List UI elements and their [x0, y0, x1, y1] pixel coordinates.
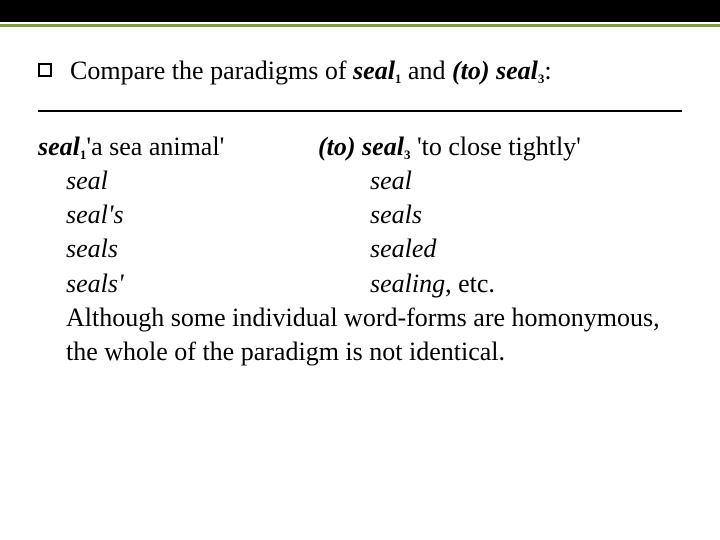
bullet-colon: : [544, 56, 551, 85]
left-word: seal [38, 132, 80, 161]
square-bullet-icon [38, 63, 52, 77]
forms-block: seal seal seal's seals seals sealed seal… [38, 164, 682, 301]
forms-row: seal's seals [66, 198, 682, 232]
bullet-text: Compare the paradigms of seal1 and (to) … [70, 55, 552, 88]
title-bar [0, 0, 720, 22]
forms-row: seals' sealing, etc. [66, 267, 682, 301]
left-form: seal [66, 164, 370, 198]
bullet-item: Compare the paradigms of seal1 and (to) … [38, 55, 682, 88]
right-form: seals [370, 198, 422, 232]
right-header: (to) seal3 'to close tightly' [318, 130, 581, 164]
forms-row: seals sealed [66, 232, 682, 266]
right-word: seal [362, 132, 404, 161]
left-form: seals' [66, 267, 370, 301]
closing-text: Although some individual word-forms are … [38, 301, 682, 370]
bullet-and: and [401, 56, 452, 85]
right-to: (to) [318, 132, 356, 161]
bullet-seal1-sub: 1 [395, 71, 402, 86]
right-form: sealed [370, 232, 436, 266]
bullet-pre: Compare the paradigms of [70, 56, 353, 85]
paradigm-block: seal1'a sea animal' (to) seal3 'to close… [38, 130, 682, 370]
bullet-seal3-sub: 3 [538, 71, 545, 86]
paradigm-headers: seal1'a sea animal' (to) seal3 'to close… [38, 130, 682, 164]
left-gloss: 'a sea animal' [86, 132, 224, 161]
right-form: sealing, etc. [370, 267, 495, 301]
right-form-plain: , etc. [445, 269, 495, 298]
slide-content: Compare the paradigms of seal1 and (to) … [0, 27, 720, 370]
left-form: seals [66, 232, 370, 266]
left-form: seal's [66, 198, 370, 232]
divider [38, 110, 682, 112]
forms-row: seal seal [66, 164, 682, 198]
bullet-to: (to) [452, 56, 490, 85]
left-sub: 1 [80, 147, 87, 162]
right-form: seal [370, 164, 412, 198]
right-gloss: 'to close tightly' [417, 132, 581, 161]
right-sub: 3 [404, 147, 411, 162]
bullet-seal3: seal [496, 56, 538, 85]
right-form-italic: sealing [370, 269, 445, 298]
left-header: seal1'a sea animal' [38, 130, 318, 164]
bullet-seal1: seal [353, 56, 395, 85]
